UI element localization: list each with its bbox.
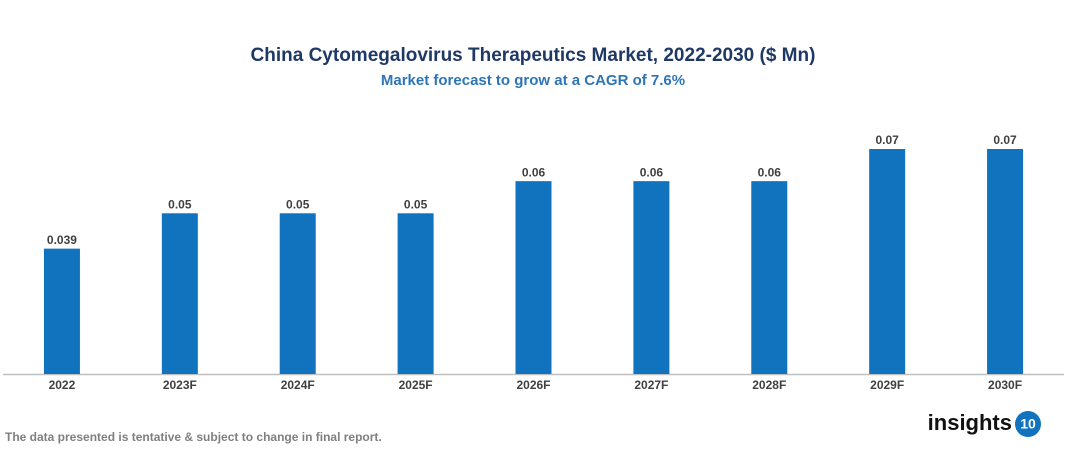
footnote: The data presented is tentative & subjec… bbox=[5, 430, 382, 444]
value-label: 0.07 bbox=[875, 133, 899, 147]
x-tick-label: 2028F bbox=[752, 378, 786, 392]
value-label: 0.039 bbox=[47, 233, 77, 247]
bar bbox=[633, 181, 670, 374]
bar bbox=[987, 149, 1024, 374]
bar bbox=[869, 149, 906, 374]
logo-badge bbox=[1015, 411, 1041, 437]
logo-badge-text: 10 bbox=[1020, 416, 1036, 432]
bar bbox=[397, 213, 434, 374]
value-label: 0.05 bbox=[168, 197, 192, 211]
value-label: 0.07 bbox=[993, 133, 1017, 147]
x-tick-label: 2025F bbox=[399, 378, 433, 392]
x-tick-label: 2022 bbox=[49, 378, 76, 392]
value-label: 0.06 bbox=[522, 165, 546, 179]
x-tick-label: 2029F bbox=[870, 378, 904, 392]
x-tick-label: 2024F bbox=[281, 378, 315, 392]
logo-text: insights bbox=[928, 410, 1012, 435]
x-tick-label: 2023F bbox=[163, 378, 197, 392]
value-label: 0.06 bbox=[640, 165, 664, 179]
chart-subtitle: Market forecast to grow at a CAGR of 7.6… bbox=[381, 72, 685, 89]
value-label: 0.06 bbox=[758, 165, 782, 179]
x-tick-label: 2026F bbox=[516, 378, 550, 392]
chart-title: China Cytomegalovirus Therapeutics Marke… bbox=[251, 45, 816, 66]
bar bbox=[43, 248, 80, 374]
value-label: 0.05 bbox=[404, 197, 428, 211]
value-label: 0.05 bbox=[286, 197, 310, 211]
x-tick-label: 2030F bbox=[988, 378, 1022, 392]
x-tick-label: 2027F bbox=[634, 378, 668, 392]
bar bbox=[161, 213, 198, 374]
bar bbox=[279, 213, 316, 374]
bar bbox=[515, 181, 552, 374]
bar bbox=[751, 181, 788, 374]
